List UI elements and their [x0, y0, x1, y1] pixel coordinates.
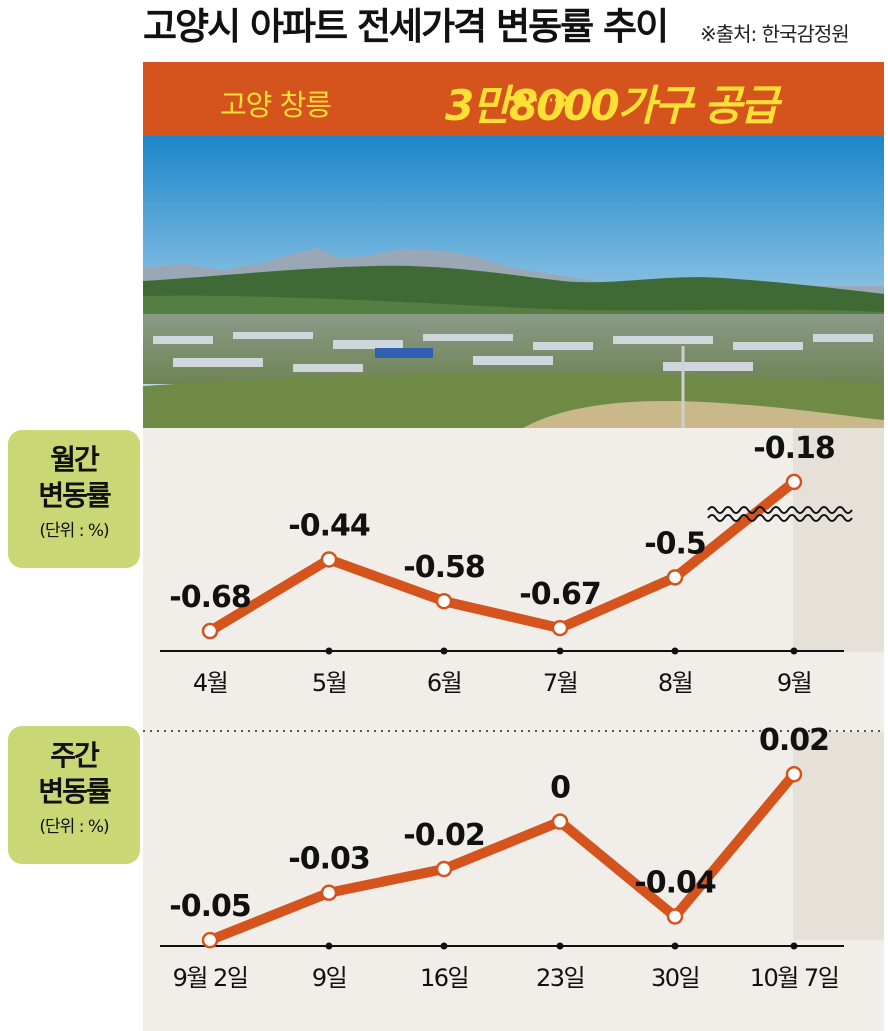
monthly-unit-label: (단위 : %) — [39, 521, 109, 541]
data-point — [320, 551, 338, 568]
data-point — [666, 908, 684, 925]
axis-tick — [325, 647, 333, 655]
data-label: -0.04 — [634, 865, 716, 900]
page-title: 고양시 아파트 전세가격 변동률 추이 — [143, 5, 669, 48]
data-point — [320, 884, 338, 901]
weekly-unit-label: (단위 : %) — [39, 817, 109, 837]
data-label: -0.18 — [753, 431, 835, 466]
data-label: -0.02 — [403, 818, 484, 853]
axis-break-mark — [707, 514, 853, 522]
data-point — [785, 765, 803, 783]
axis-tick — [671, 942, 679, 950]
series-line — [205, 476, 799, 637]
weekly-label-line2: 변동률 — [38, 775, 111, 808]
banner-left-text: 고양 창릉 — [220, 88, 332, 122]
data-label: 0.02 — [759, 723, 829, 758]
axis-tick — [556, 647, 564, 655]
axis-tick — [440, 942, 448, 950]
x-tick-label: 30일 — [651, 964, 699, 992]
x-tick-label: 6월 — [427, 669, 461, 697]
axis-tick — [325, 942, 333, 950]
data-label: 0 — [550, 771, 570, 806]
monthly-chart: 4월 5월 6월 7월 8월 9월 -0.68 -0.44 -0.58 -0.67 -0.5 -0.1… — [160, 431, 853, 697]
axis-tick — [790, 942, 798, 950]
data-point — [666, 569, 684, 586]
weekly-label-line1: 주간 — [50, 739, 100, 772]
data-label: -0.58 — [403, 550, 485, 585]
x-tick-label: 9일 — [312, 964, 346, 992]
banner-right-text: 3만8000가구 공급 — [445, 81, 779, 130]
x-tick-label: 16일 — [420, 964, 468, 992]
data-point — [785, 473, 803, 491]
data-label: -0.68 — [169, 580, 251, 615]
dotted-arrow-icon — [513, 90, 572, 110]
x-tick-label: 9월 2일 — [173, 964, 248, 992]
series-line — [205, 769, 799, 946]
data-point — [435, 860, 453, 878]
data-label: -0.05 — [169, 889, 250, 924]
monthly-label-line1: 월간 — [50, 443, 100, 476]
landscape-photo — [143, 136, 884, 428]
x-tick-label: 7월 — [543, 669, 577, 697]
monthly-label-box: 월간 변동률 (단위 : %) — [8, 430, 140, 568]
x-tick-label: 9월 — [777, 669, 811, 697]
source-note: ※출처: 한국감정원 — [700, 22, 850, 46]
x-tick-label: 23일 — [536, 964, 584, 992]
data-label: -0.5 — [644, 526, 706, 561]
axis-tick — [790, 647, 798, 655]
data-point — [201, 622, 219, 640]
axis-break-mark — [707, 506, 853, 514]
data-label: -0.67 — [519, 577, 600, 612]
data-label: -0.03 — [288, 842, 369, 877]
x-tick-label: 4월 — [193, 669, 227, 697]
data-point — [551, 813, 569, 830]
axis-tick — [671, 647, 679, 655]
banner: 고양 창릉 3만8000가구 공급 — [143, 62, 884, 136]
chart-background — [143, 428, 884, 1031]
data-label: -0.44 — [288, 508, 370, 543]
axis-tick — [556, 942, 564, 950]
data-point — [551, 619, 569, 637]
x-tick-label: 8월 — [658, 669, 692, 697]
data-point — [435, 592, 453, 610]
x-tick-label: 5월 — [312, 669, 346, 697]
data-point — [201, 931, 219, 949]
weekly-label-box: 주간 변동률 (단위 : %) — [8, 726, 140, 864]
weekly-chart: 9월 2일 9일 16일 23일 30일 10월 7일 -0.05 -0.03 -0.02 0 -0… — [160, 723, 844, 992]
x-tick-label: 10월 7일 — [750, 964, 839, 992]
axis-tick — [440, 647, 448, 655]
monthly-label-line2: 변동률 — [38, 479, 111, 512]
